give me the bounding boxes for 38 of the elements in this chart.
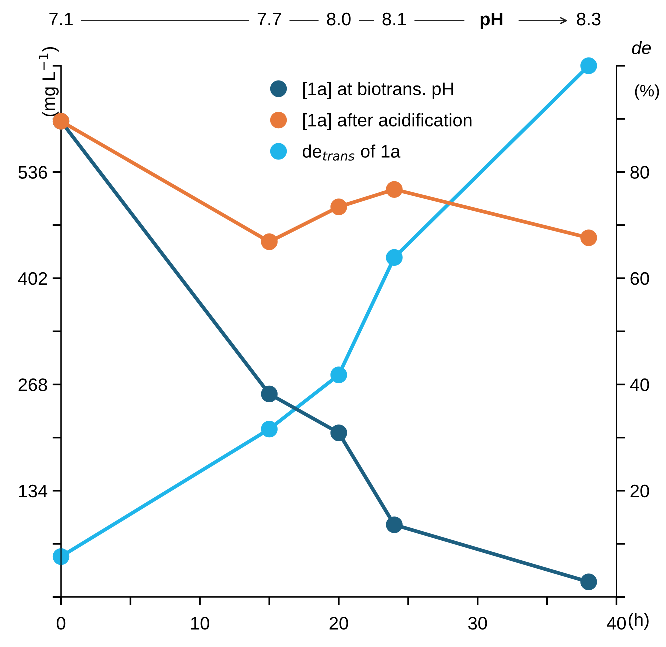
y-tick-label: 402 [18, 272, 48, 286]
x-tick-label: 0 [56, 617, 66, 630]
point [330, 424, 348, 442]
legend-label: [1a] after acidification [304, 114, 472, 130]
x-tick-label: 20 [330, 617, 348, 630]
y-tick-label: 536 [18, 166, 48, 179]
point [580, 574, 598, 590]
y2-tick-label: 80 [630, 166, 650, 179]
point [386, 249, 403, 266]
y2-tick-label: 40 [630, 378, 650, 392]
x-tick-label: 30 [468, 617, 488, 630]
y-tick-label: 134 [19, 484, 48, 498]
point [261, 420, 278, 438]
text: 8.1 [382, 12, 406, 26]
point [261, 386, 278, 403]
text: de [632, 41, 652, 54]
y-axis-title: (mg L$^{−1}$) [39, 47, 59, 117]
point [386, 181, 403, 198]
y2-axis-title: (%) [635, 84, 660, 100]
point [580, 58, 598, 74]
text: 7.7 [258, 13, 282, 26]
point [386, 516, 403, 534]
text: 8.0 [327, 12, 351, 26]
legend-label: [1a] at biotrans. pH [304, 82, 454, 100]
legend-label: de$_{trans}$ of 1a [302, 144, 401, 161]
point [330, 366, 348, 384]
text: 7.1 [50, 13, 73, 26]
y2-tick-label: 20 [630, 484, 650, 498]
x-axis-title: (h) [629, 613, 649, 630]
x-tick-label: 40 [607, 617, 626, 630]
point [580, 230, 598, 246]
x-tick-label: 10 [191, 617, 210, 630]
x2-axis-title: pH [480, 13, 503, 30]
y-tick-label: 268 [18, 378, 48, 392]
point [261, 234, 278, 250]
point [330, 198, 348, 216]
y2-tick-label: 60 [630, 272, 650, 286]
text: 8.3 [577, 12, 601, 26]
